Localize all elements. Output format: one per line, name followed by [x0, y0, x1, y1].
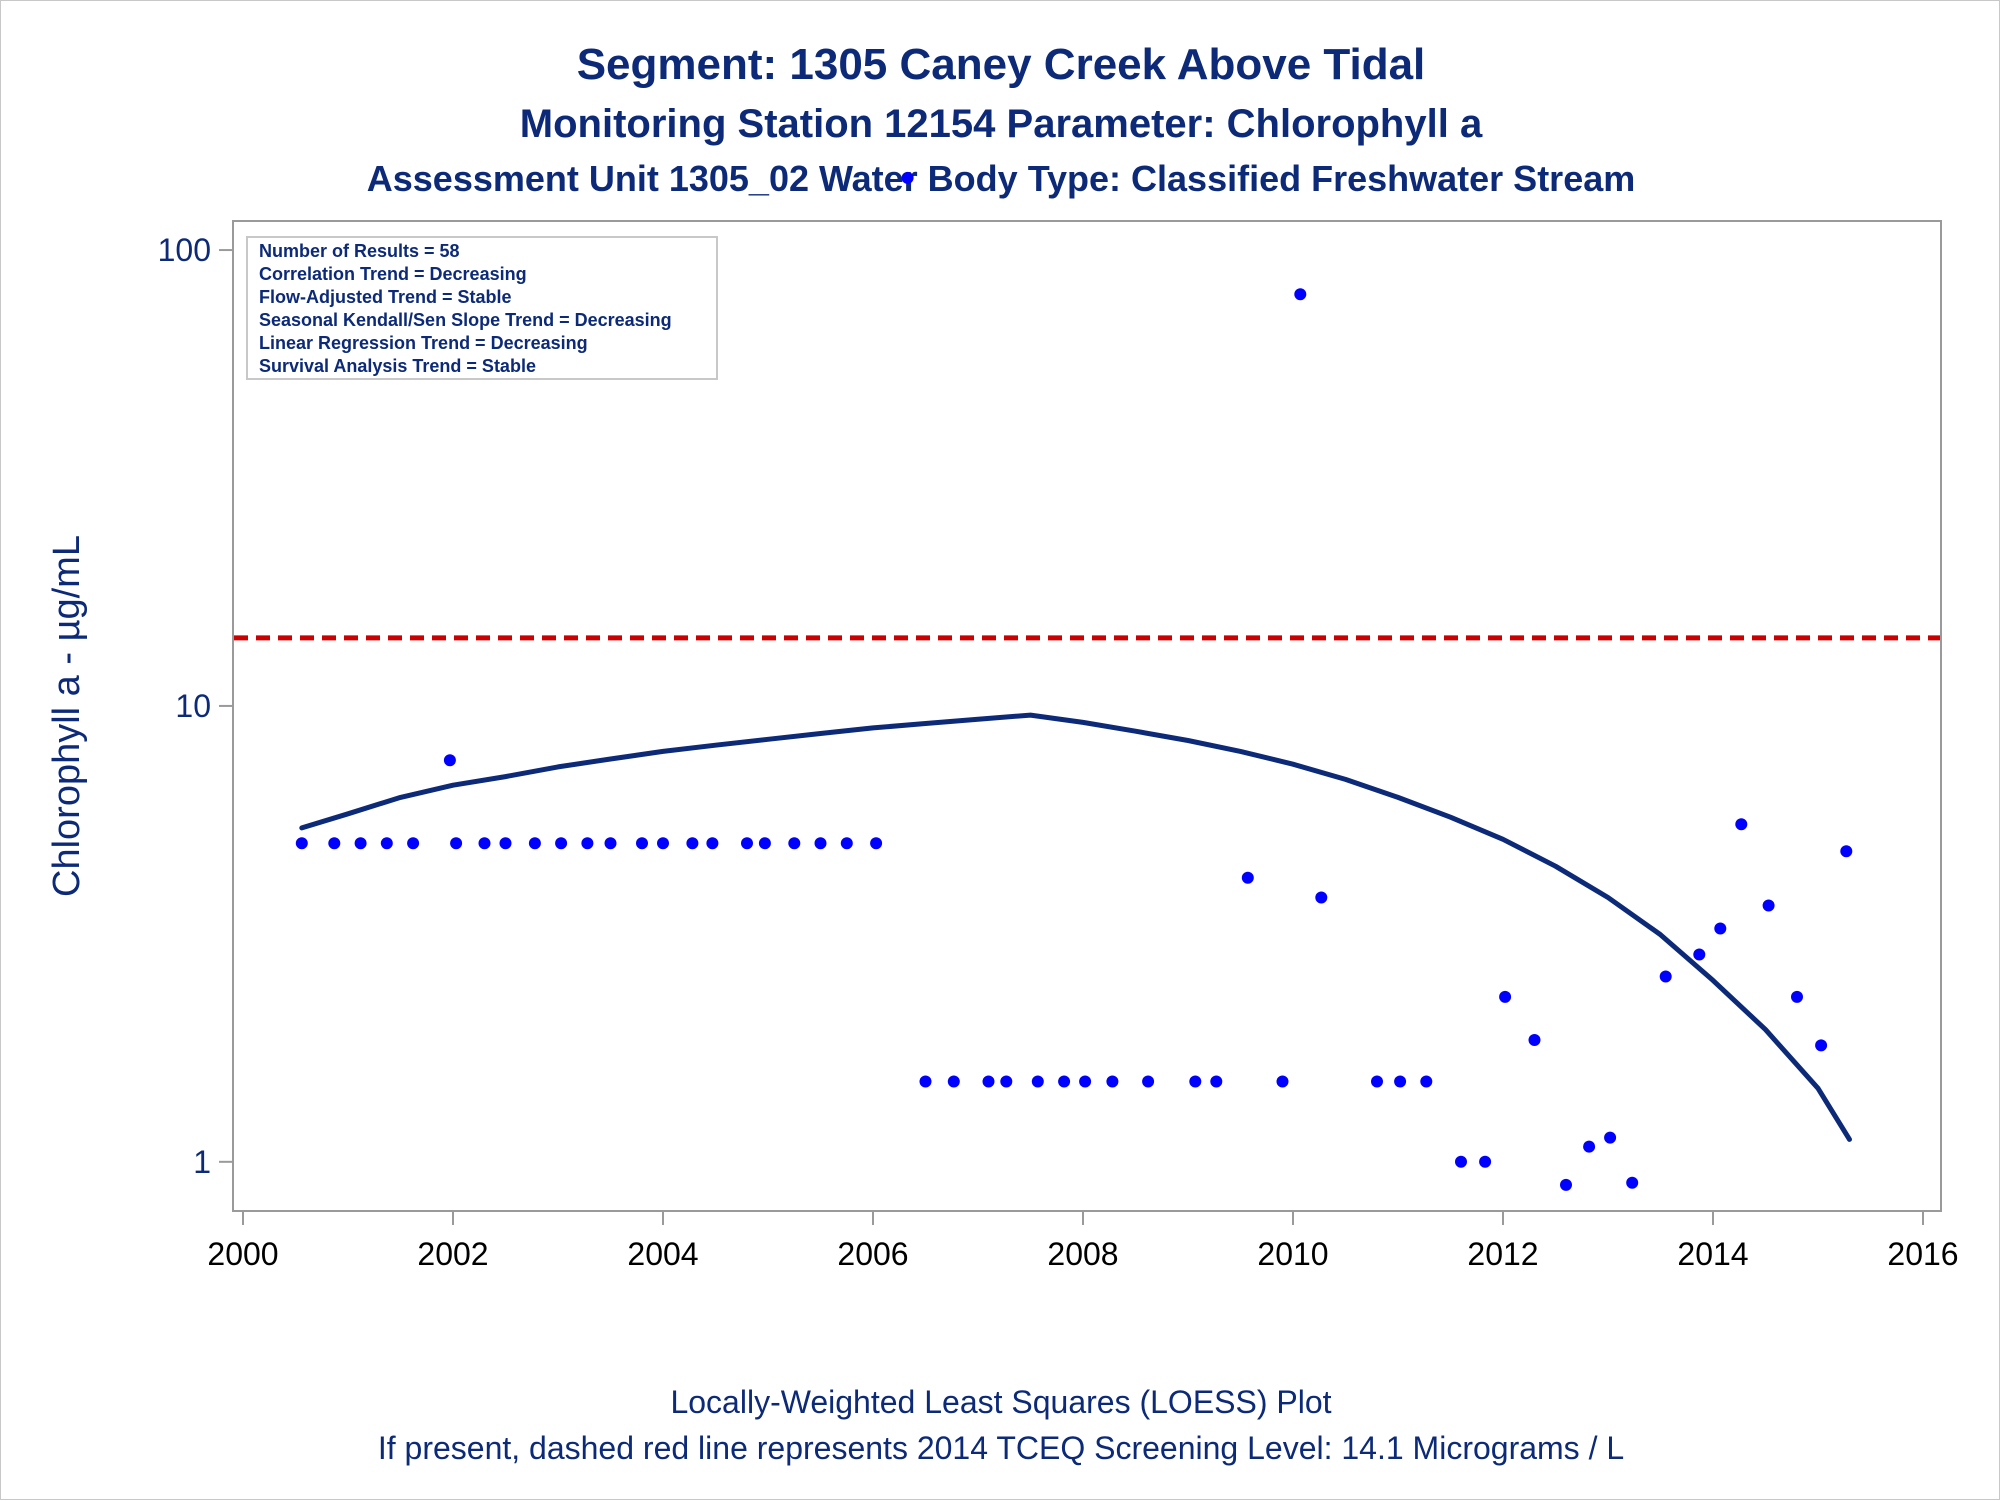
loess-curve [299, 712, 1852, 1142]
data-point [1791, 990, 1803, 1003]
data-point [1315, 891, 1328, 904]
data-point [1560, 1178, 1572, 1191]
x-tick-label: 2008 [1047, 1236, 1118, 1272]
data-point [528, 837, 541, 850]
data-point [1479, 1155, 1492, 1168]
data-point [1528, 1034, 1541, 1046]
data-point [354, 837, 367, 850]
data-point [1604, 1131, 1617, 1144]
data-point [1815, 1039, 1828, 1052]
stat-number-of-results: Number of Results = 58 [259, 241, 460, 261]
chart-subtitle-station: Monitoring Station 12154 Parameter: Chlo… [520, 102, 1483, 146]
data-point [1455, 1155, 1467, 1168]
data-point [295, 837, 308, 850]
chart-subtitle-assessment: Assessment Unit 1305_02 Water Body Type:… [367, 158, 1636, 199]
y-axis-title: Chlorophyll a - µg/mL [46, 535, 88, 897]
data-point [1058, 1075, 1071, 1088]
data-point [499, 837, 512, 850]
data-point [1000, 1075, 1013, 1088]
data-point [1626, 1176, 1639, 1189]
data-point [1189, 1075, 1202, 1088]
data-point [1031, 1075, 1044, 1088]
data-point [636, 837, 648, 850]
data-point [1142, 1075, 1155, 1088]
data-point [1583, 1140, 1596, 1153]
data-point [982, 1075, 995, 1088]
x-tick-label: 2016 [1887, 1236, 1958, 1272]
x-tick-label: 2002 [417, 1236, 488, 1272]
data-point [657, 837, 669, 850]
footnote-loess: Locally-Weighted Least Squares (LOESS) P… [670, 1384, 1331, 1420]
chart-title: Segment: 1305 Caney Creek Above Tidal [577, 40, 1426, 89]
data-point [840, 837, 853, 850]
data-point [947, 1075, 960, 1088]
data-point [1420, 1075, 1433, 1088]
data-point [1371, 1075, 1383, 1088]
data-point [814, 837, 827, 850]
data-point [1106, 1075, 1119, 1088]
loess-group [299, 712, 1852, 1142]
data-point [555, 837, 568, 850]
stat-seasonal-kendall-trend: Seasonal Kendall/Sen Slope Trend = Decre… [259, 310, 672, 330]
data-point [1840, 845, 1853, 858]
y-tick-label: 10 [175, 688, 211, 724]
data-point [604, 837, 617, 850]
data-point [1762, 899, 1775, 912]
stat-flow-adjusted-trend: Flow-Adjusted Trend = Stable [259, 287, 512, 307]
data-point [1394, 1075, 1407, 1088]
data-point [686, 837, 699, 850]
data-point [901, 171, 914, 184]
x-tick-label: 2012 [1467, 1236, 1538, 1272]
stat-survival-analysis-trend: Survival Analysis Trend = Stable [259, 356, 536, 376]
data-point [581, 837, 594, 850]
data-point [407, 837, 420, 850]
data-point [1499, 990, 1512, 1003]
y-axis: 1 10 100 [158, 232, 233, 1180]
data-point [1735, 818, 1748, 831]
data-point [1079, 1075, 1092, 1088]
y-tick-label: 1 [193, 1144, 211, 1180]
x-tick-label: 2010 [1257, 1236, 1328, 1272]
data-point [706, 837, 719, 850]
stats-inset-box [246, 236, 718, 380]
footnote-screening-level: If present, dashed red line represents 2… [378, 1430, 1624, 1466]
x-tick-label: 2014 [1677, 1236, 1748, 1272]
stats-inset: Number of Results = 58 Correlation Trend… [246, 236, 718, 380]
x-axis: 2000 2002 2004 2006 2008 2010 2012 2014 2016 [207, 1211, 1959, 1272]
data-point [478, 837, 491, 850]
stat-linear-regression-trend: Linear Regression Trend = Decreasing [259, 333, 588, 353]
data-point [919, 1075, 932, 1088]
data-point [450, 837, 463, 850]
data-point [741, 837, 753, 850]
x-tick-label: 2000 [207, 1236, 278, 1272]
x-tick-label: 2006 [837, 1236, 908, 1272]
data-point [1210, 1075, 1223, 1088]
data-point [870, 837, 883, 850]
data-point [1294, 288, 1307, 301]
data-point [788, 837, 801, 850]
x-tick-label: 2004 [627, 1236, 698, 1272]
data-point [1241, 871, 1254, 884]
data-point [1276, 1075, 1289, 1088]
y-tick-label: 100 [158, 232, 211, 268]
data-point [1693, 948, 1706, 961]
data-point [443, 754, 456, 767]
data-point [328, 837, 341, 850]
stat-correlation-trend: Correlation Trend = Decreasing [259, 264, 527, 284]
data-point [1659, 970, 1672, 983]
plot-area-border [232, 220, 1942, 1212]
data-point [380, 837, 393, 850]
data-point [758, 837, 771, 850]
data-point [1714, 922, 1727, 935]
data-points-group [295, 171, 1853, 1191]
